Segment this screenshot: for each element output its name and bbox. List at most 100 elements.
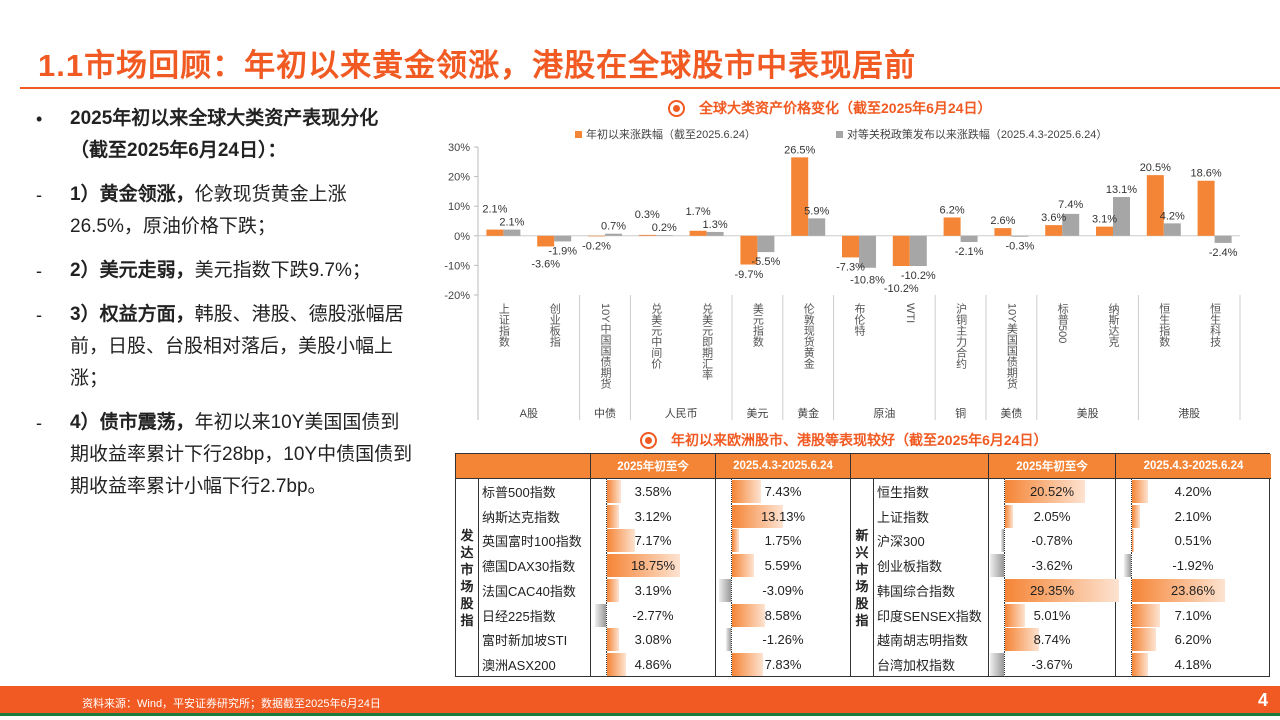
row-name: 纳斯达克指数 [482,509,561,525]
point-text: 韩股、港股、德股涨幅居前，日股、台股相对落后，美股小幅上涨； [70,304,404,389]
data-bar [607,529,635,553]
cell-value: 4.86% [634,656,672,672]
bar-axis [1004,577,1005,603]
category-label: 恒生指数 [1157,303,1170,347]
bar-tariff [1113,197,1130,236]
bar-tariff [1062,213,1080,236]
bar-axis [1131,528,1132,554]
cell-value: 4.18% [1174,656,1212,672]
chart-legend: 年初以来涨跌幅（截至2025.6.24） 对等关税政策发布以来涨跌幅（2025.… [575,126,1107,142]
bar-ytd [588,235,605,237]
data-bar [1005,578,1120,602]
data-bar-cell: -3.67% [989,651,1115,677]
data-label: 2.6% [990,215,1015,227]
asset-bar-chart: 30% 20% 10% 0% -10% -20% 2.1% 2.1% -3.6% -1.9% -0.… [440,95,1280,425]
data-label: 2.1% [499,217,524,229]
data-bar [1132,628,1157,652]
summary-intro: • 2025年初以来全球大类资产表现分化（截至2025年6月24日）： [36,103,415,167]
data-bar-cell: 18.75% [591,553,715,579]
cell-value: 7.17% [634,533,672,549]
data-label: -3.6% [531,258,560,270]
cell-value: 18.75% [630,558,676,574]
data-bar [1132,578,1226,602]
target-icon [640,431,657,449]
bar-ytd [842,235,859,258]
row-name: 沪深300 [877,534,925,550]
group-label: A股 [519,408,538,420]
data-bar-cell: 8.58% [716,602,850,628]
group-label: 铜 [955,408,967,420]
bar-ytd [537,235,555,247]
bar-ytd [689,230,707,236]
legend-label: 对等关税政策发布以来涨跌幅（2025.4.3-2025.6.24） [846,129,1108,141]
column-divider [850,479,851,677]
row-name: 标普500指数 [482,485,556,500]
bar-tariff [503,229,521,236]
cell-value: 7.10% [1174,607,1212,623]
bar-axis [1004,528,1005,554]
data-bar-cell: 2.05% [989,503,1115,529]
title-divider [20,87,1280,89]
cell-value: -1.92% [1172,558,1214,574]
column-divider [715,479,716,677]
y-tick-label: -20% [444,290,470,302]
group-label: 黄金 [797,408,820,420]
bar-axis [1004,553,1005,579]
cell-value: 3.12% [634,508,672,524]
category-label: 上证指数 [497,303,510,347]
data-label: 4.2% [1160,210,1185,222]
bar-axis [1131,553,1132,579]
bar-tariff [757,235,775,253]
bar-axis [1004,479,1005,504]
data-label: -0.2% [582,240,611,252]
data-label: -10.2% [901,270,936,282]
data-label: -2.4% [1209,247,1238,259]
data-bar-cell: 20.52% [989,479,1115,504]
bar-tariff [859,235,876,268]
bar-tariff [1214,235,1232,243]
table-title: 年初以来欧洲股市、港股等表现较好（截至2025年6月24日） [640,430,1048,450]
data-label: 0.2% [652,222,677,234]
group-label: 原油 [873,408,896,420]
data-bar-cell: 2.10% [1116,503,1270,529]
group-label: 港股 [1178,408,1201,420]
point-text: 伦敦现货黄金上涨26.5%，原油价格下跌； [70,184,347,237]
header-blank [456,454,591,479]
point-text: 美元指数下跌9.7%； [194,260,371,281]
data-bar-cell: 5.59% [716,553,850,579]
bar-ytd [486,229,504,236]
data-bar [732,529,739,553]
data-bar [1132,480,1149,503]
data-label: 3.1% [1092,214,1117,226]
column-divider [988,479,989,677]
cell-value: 7.43% [764,484,802,499]
bar-ytd [1096,226,1113,236]
data-label: 2.1% [482,204,507,216]
summary-point: - 3）权益方面，韩股、港股、德股涨幅居前，日股、台股相对落后，美股小幅上涨； [36,299,415,395]
category-label: 标普500 [1056,303,1069,344]
data-label: -10.8% [850,274,885,286]
point-bold: 3）权益方面， [70,304,195,325]
bar-axis [606,577,607,603]
footer: 资料来源：Wind，平安证券研究所；数据截至2025年6月24日 4 [0,686,1280,716]
data-bar-cell: -0.78% [989,528,1115,554]
category-label: 美元指数 [751,303,764,347]
group-label: 美股 [1076,408,1099,420]
target-icon [668,99,685,117]
bar-axis [731,627,732,653]
data-bar-cell: -3.62% [989,553,1115,579]
bar-tariff [554,235,572,242]
bar-axis [1131,479,1132,504]
data-label: -0.3% [1006,241,1035,253]
data-label: 6.2% [940,204,965,216]
dash-icon: - [36,261,42,281]
bar-axis [1131,577,1132,603]
category-label: 兑美元中间价 [649,303,662,369]
legend-swatch [575,131,582,138]
cell-value: 8.58% [764,607,802,623]
summary-text: • 2025年初以来全球大类资产表现分化（截至2025年6月24日）： - 1）黄金… [36,103,415,515]
cell-value: 20.52% [1029,484,1075,499]
row-name: 韩国综合指数 [877,583,956,599]
data-bar [732,603,766,627]
row-name: 德国DAX30指数 [482,559,576,575]
